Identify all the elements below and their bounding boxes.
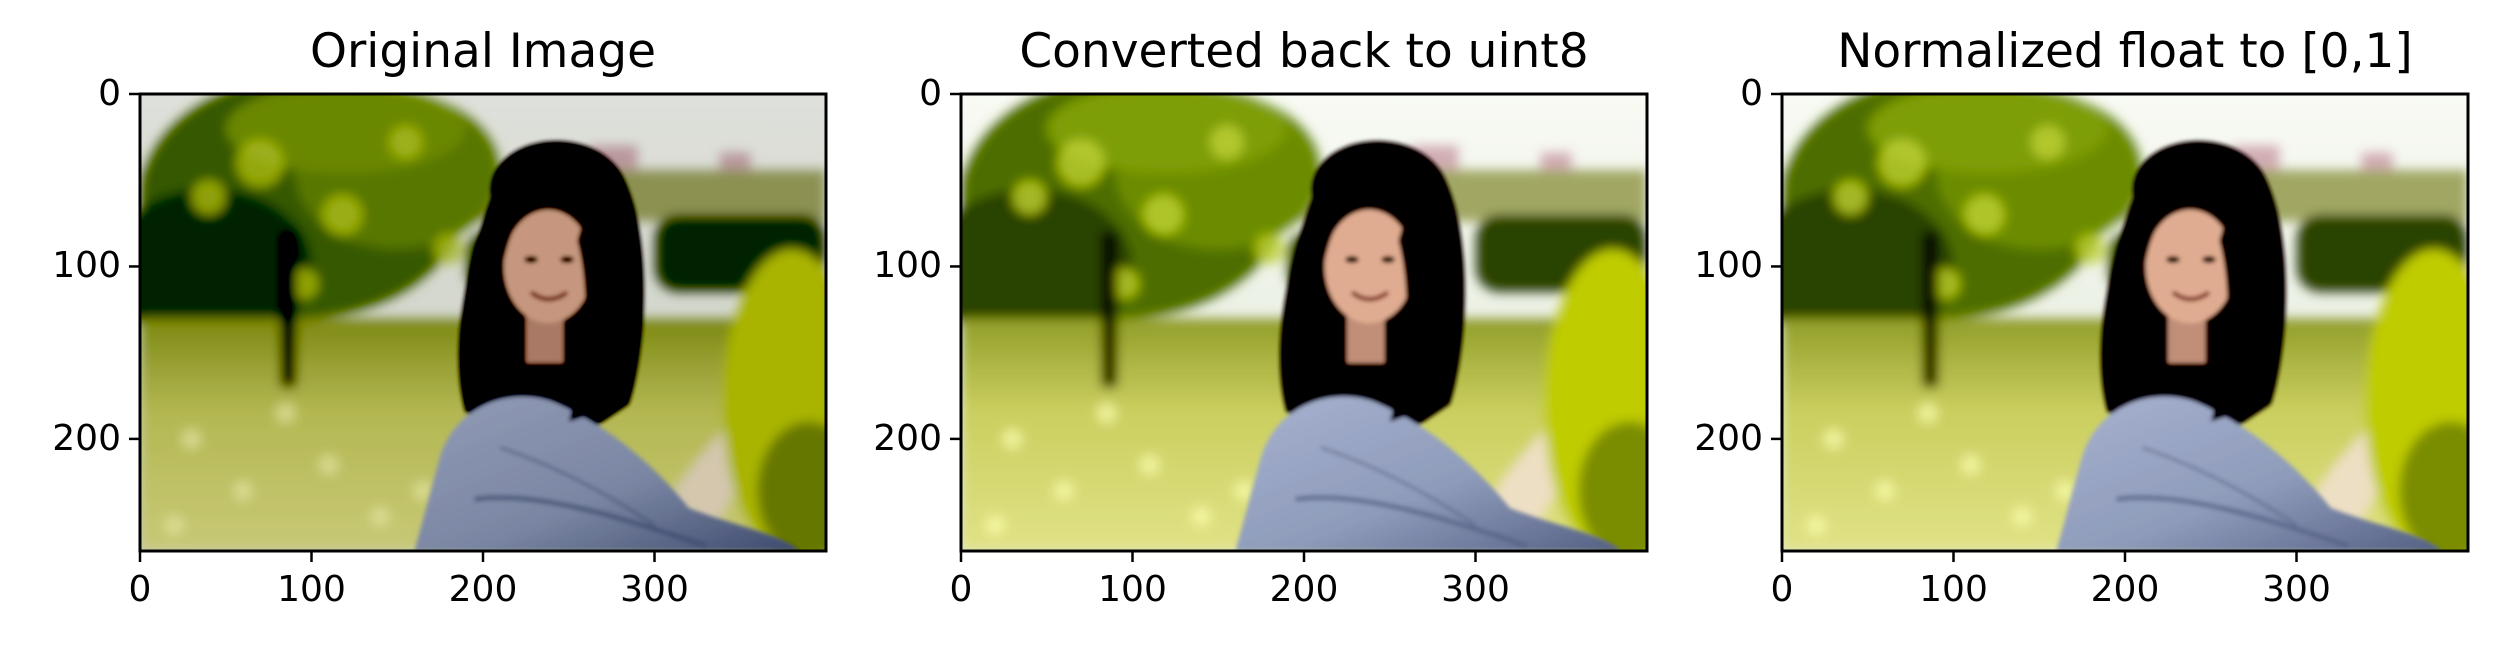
ytick-label: 200 <box>1694 417 1763 459</box>
panel-image-uint8 <box>961 94 1647 551</box>
xtick-label: 200 <box>1269 569 1339 610</box>
ytick-label: 100 <box>1694 245 1763 287</box>
ytick-label: 0 <box>98 73 121 114</box>
xtick-label: 0 <box>949 569 973 610</box>
xtick-label: 100 <box>277 569 346 610</box>
ytick-label: 0 <box>919 73 942 114</box>
xtick-label: 200 <box>2090 569 2160 610</box>
panel-image-normalized <box>1782 94 2468 551</box>
ytick-label: 0 <box>1740 73 1763 114</box>
panel-title-original: Original Image <box>309 24 657 79</box>
xtick-label: 100 <box>1098 569 1167 610</box>
xtick-label: 0 <box>1770 569 1794 610</box>
xtick-label: 300 <box>1441 569 1510 610</box>
ytick-label: 200 <box>52 417 121 459</box>
xtick-label: 200 <box>448 569 518 610</box>
panel-title-normalized: Normalized float to [0,1] <box>1837 24 2413 79</box>
ytick-label: 200 <box>873 417 942 459</box>
panel-image-original <box>140 94 826 551</box>
ytick-label: 100 <box>52 245 121 287</box>
xtick-label: 300 <box>620 569 689 610</box>
xtick-label: 100 <box>1919 569 1988 610</box>
panel-title-uint8: Converted back to uint8 <box>1019 24 1589 79</box>
xtick-label: 300 <box>2262 569 2331 610</box>
xtick-label: 0 <box>128 569 152 610</box>
ytick-label: 100 <box>873 245 942 287</box>
